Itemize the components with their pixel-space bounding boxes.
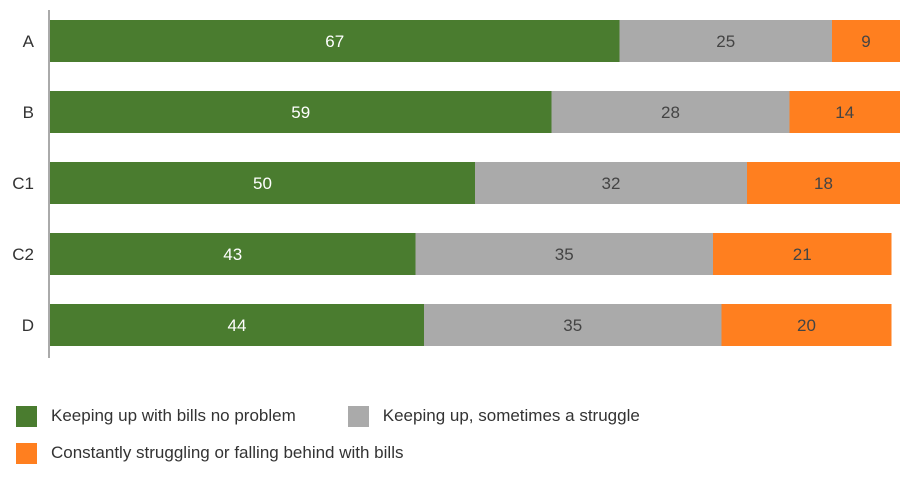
data-label-sometimes-struggle-c1: 32 — [602, 174, 621, 193]
legend-swatch-sometimes-struggle — [348, 406, 369, 427]
data-label-constantly-struggling-c2: 21 — [793, 245, 812, 264]
legend-label-constantly-struggling: Constantly struggling or falling behind … — [51, 443, 403, 463]
legend-row-2: Constantly struggling or falling behind … — [16, 440, 886, 466]
data-label-sometimes-struggle-a: 25 — [716, 32, 735, 51]
legend-label-no-problem: Keeping up with bills no problem — [51, 406, 296, 426]
legend-item-no-problem: Keeping up with bills no problem — [16, 406, 296, 427]
data-label-constantly-struggling-c1: 18 — [814, 174, 833, 193]
legend-item-constantly-struggling: Constantly struggling or falling behind … — [16, 443, 403, 464]
data-label-no-problem-c1: 50 — [253, 174, 272, 193]
legend-label-sometimes-struggle: Keeping up, sometimes a struggle — [383, 406, 640, 426]
legend-item-sometimes-struggle: Keeping up, sometimes a struggle — [348, 406, 640, 427]
category-label-b: B — [23, 103, 34, 122]
stacked-bar-chart: A 67 25 9 B 59 28 14 C1 50 32 18 C2 43 35 21 D 44 35 20 — [0, 0, 900, 395]
data-label-constantly-struggling-d: 20 — [797, 316, 816, 335]
category-label-a: A — [23, 32, 35, 51]
data-label-sometimes-struggle-d: 35 — [563, 316, 582, 335]
data-label-constantly-struggling-a: 9 — [861, 32, 870, 51]
data-label-sometimes-struggle-b: 28 — [661, 103, 680, 122]
data-label-constantly-struggling-b: 14 — [835, 103, 854, 122]
legend: Keeping up with bills no problem Keeping… — [16, 403, 886, 477]
category-label-c1: C1 — [12, 174, 34, 193]
category-label-c2: C2 — [12, 245, 34, 264]
category-label-d: D — [22, 316, 34, 335]
legend-row-1: Keeping up with bills no problem Keeping… — [16, 403, 886, 429]
legend-swatch-no-problem — [16, 406, 37, 427]
data-label-no-problem-b: 59 — [291, 103, 310, 122]
data-label-no-problem-c2: 43 — [223, 245, 242, 264]
data-label-no-problem-a: 67 — [325, 32, 344, 51]
data-label-sometimes-struggle-c2: 35 — [555, 245, 574, 264]
bar-group — [50, 20, 900, 346]
legend-swatch-constantly-struggling — [16, 443, 37, 464]
data-label-no-problem-d: 44 — [228, 316, 247, 335]
